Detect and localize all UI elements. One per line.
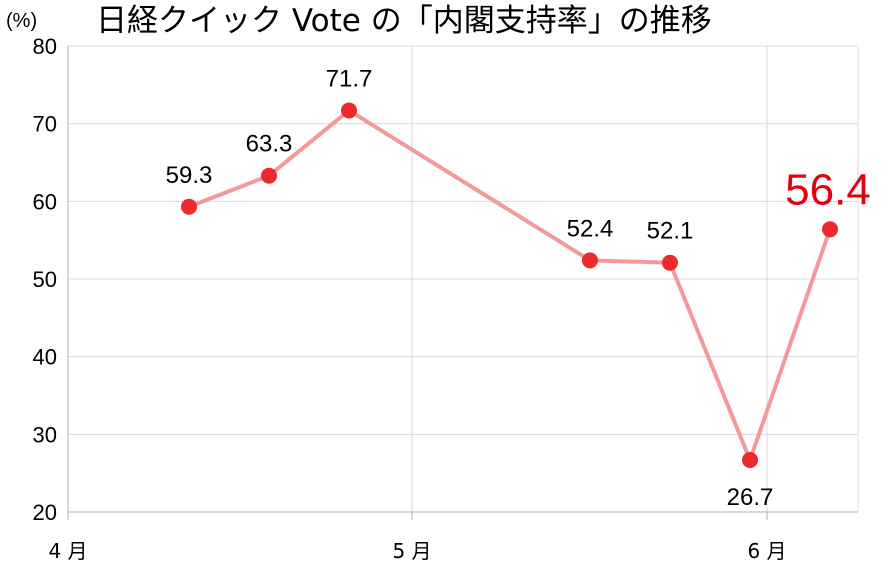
data-point xyxy=(261,167,277,184)
y-tick-label: 80 xyxy=(33,34,57,59)
data-label: 52.1 xyxy=(647,218,694,245)
y-tick-label: 40 xyxy=(33,345,57,370)
data-label: 59.3 xyxy=(166,162,213,189)
data-series xyxy=(181,102,838,468)
y-tick-label: 60 xyxy=(33,189,57,214)
x-tick-label: 5 月 xyxy=(392,539,431,563)
x-axis-ticks: 4 月 5 月 6 月 xyxy=(48,512,787,563)
y-tick-label: 30 xyxy=(33,422,57,447)
data-point xyxy=(582,252,598,269)
y-tick-label: 50 xyxy=(33,267,57,292)
data-labels: 59.3 63.3 71.7 52.4 52.1 26.7 56.4 xyxy=(166,65,871,511)
y-tick-label: 70 xyxy=(33,112,57,137)
y-tick-label: 20 xyxy=(33,500,57,525)
series-line xyxy=(188,108,832,462)
data-point xyxy=(662,254,678,271)
data-label: 71.7 xyxy=(326,65,373,92)
data-point xyxy=(822,221,838,238)
data-point xyxy=(181,198,197,215)
x-tick-label: 6 月 xyxy=(747,539,786,563)
data-point xyxy=(742,451,758,468)
data-label: 52.4 xyxy=(567,215,614,242)
grid xyxy=(67,45,859,513)
y-axis-unit: (%) xyxy=(6,10,37,32)
data-label-highlight: 56.4 xyxy=(785,165,871,214)
y-axis-ticks: 20 30 40 50 60 70 80 xyxy=(33,34,57,525)
data-point xyxy=(341,102,357,119)
chart-title: 日経クイック Vote の「内閣支持率」の推移 xyxy=(96,3,712,39)
x-tick-label: 4 月 xyxy=(48,539,87,563)
data-label: 26.7 xyxy=(727,484,774,511)
data-label: 63.3 xyxy=(246,131,293,158)
